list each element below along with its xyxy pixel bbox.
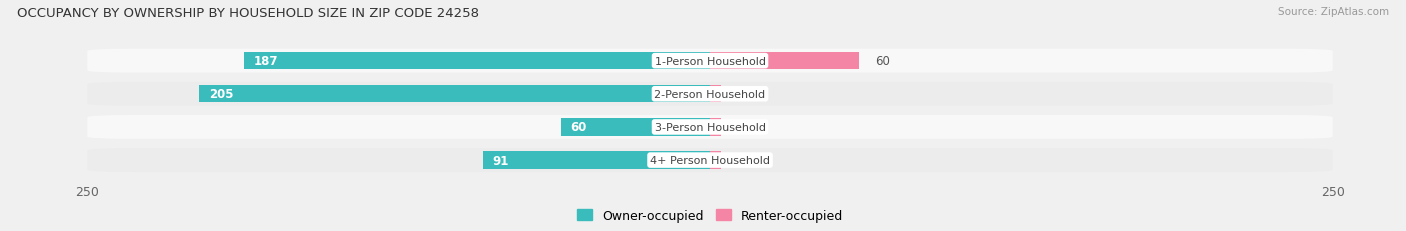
FancyBboxPatch shape <box>87 49 1333 73</box>
Text: OCCUPANCY BY OWNERSHIP BY HOUSEHOLD SIZE IN ZIP CODE 24258: OCCUPANCY BY OWNERSHIP BY HOUSEHOLD SIZE… <box>17 7 479 20</box>
Text: 91: 91 <box>492 154 509 167</box>
FancyBboxPatch shape <box>87 149 1333 172</box>
Text: Source: ZipAtlas.com: Source: ZipAtlas.com <box>1278 7 1389 17</box>
Text: 0: 0 <box>725 88 733 101</box>
Text: 3-Person Household: 3-Person Household <box>655 122 765 132</box>
Text: 0: 0 <box>725 154 733 167</box>
Bar <box>484 152 710 169</box>
FancyBboxPatch shape <box>87 82 1333 106</box>
Text: 0: 0 <box>725 121 733 134</box>
Bar <box>245 53 710 70</box>
Bar <box>561 119 710 136</box>
Text: 2-Person Household: 2-Person Household <box>654 89 766 99</box>
Bar <box>710 53 859 70</box>
Bar <box>710 152 721 169</box>
Text: 60: 60 <box>875 55 890 68</box>
Legend: Owner-occupied, Renter-occupied: Owner-occupied, Renter-occupied <box>572 204 848 227</box>
Bar <box>710 86 721 103</box>
Text: 1-Person Household: 1-Person Household <box>655 56 765 66</box>
Text: 4+ Person Household: 4+ Person Household <box>650 155 770 165</box>
Bar <box>710 119 721 136</box>
Bar <box>200 86 710 103</box>
Text: 205: 205 <box>208 88 233 101</box>
FancyBboxPatch shape <box>87 116 1333 139</box>
Text: 187: 187 <box>253 55 278 68</box>
Text: 60: 60 <box>569 121 586 134</box>
